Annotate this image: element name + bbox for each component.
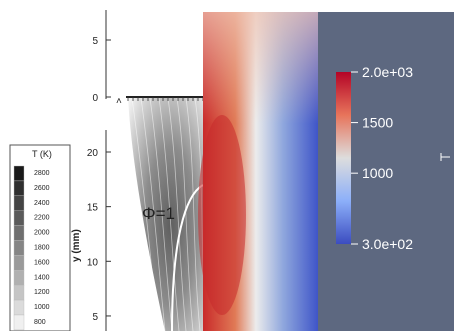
y-tick-label-lower-3: 5: [92, 312, 98, 323]
grayscale-panel: ˄ Φ=1: [116, 96, 208, 331]
contour-line: [167, 97, 187, 331]
hot-core: [198, 115, 246, 315]
colorbar-label-3: 3.0e+02: [362, 236, 413, 252]
grayscale-field: [128, 97, 205, 331]
phi-annotation: Φ=1: [142, 204, 175, 223]
legend-swatch-2: [13, 195, 25, 211]
legend-swatch-10: [13, 314, 25, 331]
legend-swatch-6: [13, 255, 25, 271]
contour-line: [158, 97, 180, 331]
y-tick-label-lower-0: 20: [87, 148, 99, 159]
y-tick-label-lower-2: 10: [87, 257, 99, 268]
legend-title: T (K): [32, 149, 52, 159]
colorbar-label-1: 1500: [362, 115, 393, 131]
legend-swatch-7: [13, 270, 25, 286]
y-axis-ticks-upper: 50: [92, 36, 111, 104]
y-tick-label-lower-1: 15: [87, 203, 99, 214]
boundary-ticks: [127, 97, 204, 101]
colorbar: [336, 72, 351, 244]
colorbar-labels: 2.0e+03 1500 1000 3.0e+02: [351, 64, 413, 252]
temperature-legend: T (K) 2800 2600 2400 2200 2000 1800 1600 1400 12…: [9, 144, 71, 331]
legend-label-3: 2200: [34, 215, 50, 222]
legend-label-1: 2600: [34, 185, 50, 192]
legend-swatch-1: [13, 180, 25, 196]
legend-swatch-0: [13, 165, 25, 182]
legend-label-2: 2400: [34, 200, 50, 207]
legend-label-9: 1000: [34, 304, 50, 311]
legend-swatch-9: [13, 299, 25, 316]
legend-swatch-4: [13, 225, 25, 241]
y-axis-label: y (mm): [71, 229, 82, 262]
legend-swatch-3: [13, 210, 25, 226]
y-tick-label-upper-0: 5: [92, 36, 98, 47]
y-axis-ticks-lower: 20 15 10 5: [87, 148, 111, 323]
stoichiometric-line: [171, 184, 204, 331]
legend-label-0: 2800: [34, 170, 50, 177]
y-tick-label-upper-1: 0: [92, 93, 98, 104]
legend-label-6: 1600: [34, 259, 50, 266]
boundary-marker: ˄: [116, 96, 122, 107]
contour-line: [149, 97, 173, 331]
colorbar-label-2: 1000: [362, 165, 393, 181]
legend-label-5: 1800: [34, 245, 50, 252]
colorbar-label-0: 2.0e+03: [362, 64, 413, 80]
legend-label-7: 1400: [34, 274, 50, 281]
legend-swatch-5: [13, 240, 25, 256]
color-panel: 2.0e+03 1500 1000 3.0e+02: [198, 12, 454, 331]
legend-swatch-8: [13, 285, 25, 301]
contour-line: [185, 97, 201, 331]
contour-line: [140, 97, 166, 331]
legend-label-10: 800: [34, 319, 46, 326]
contour-line: [131, 97, 159, 331]
legend-label-8: 1200: [34, 289, 50, 296]
legend-label-4: 2000: [34, 230, 50, 237]
